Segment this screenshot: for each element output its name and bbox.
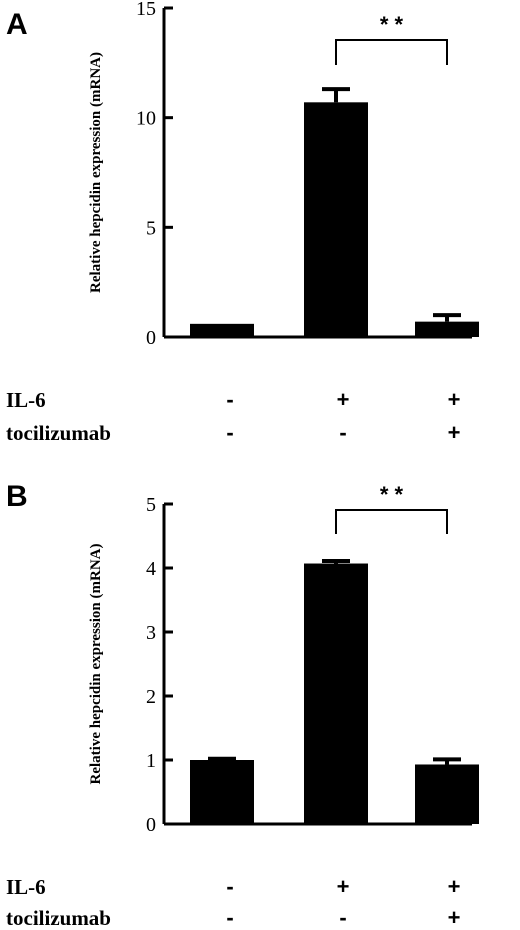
condition-sign: - [226, 905, 233, 930]
condition-label: tocilizumab [6, 906, 111, 930]
condition-label: IL-6 [6, 388, 46, 412]
condition-sign: + [448, 874, 461, 899]
condition-sign: + [448, 420, 461, 445]
condition-sign: - [226, 874, 233, 899]
panel-label: A [6, 8, 28, 41]
chart-panel-b: B Relative hepcidin expression (mRNA) 0 1 2 3… [0, 470, 520, 930]
bar [415, 321, 479, 337]
y-axis-label: Relative hepcidin expression (mRNA) [88, 544, 104, 785]
condition-label: IL-6 [6, 875, 46, 899]
y-tick-label: 1 [146, 750, 156, 772]
panel-label: B [6, 480, 28, 513]
bar-chart-b: B Relative hepcidin expression (mRNA) 0 1 2 3… [6, 480, 479, 930]
y-tick-label: 5 [146, 494, 156, 516]
condition-sign: - [226, 387, 233, 412]
bar [304, 563, 368, 824]
y-tick-label: 15 [136, 0, 156, 20]
significance-bracket [335, 39, 448, 65]
significance-label: * * [380, 482, 404, 507]
y-tick-label: 0 [146, 814, 156, 836]
significance-bracket [335, 509, 448, 534]
condition-sign: + [448, 905, 461, 930]
condition-label: tocilizumab [6, 421, 111, 445]
y-tick-label: 4 [146, 558, 156, 580]
y-tick-label: 3 [146, 622, 156, 644]
y-tick-label: 2 [146, 686, 156, 708]
y-tick-label: 0 [146, 327, 156, 349]
condition-sign: - [226, 420, 233, 445]
y-axis-label: Relative hepcidin expression (mRNA) [88, 52, 104, 293]
condition-sign: + [337, 874, 350, 899]
bar [190, 323, 254, 337]
condition-sign: + [337, 387, 350, 412]
bar [304, 102, 368, 338]
condition-sign: - [339, 905, 346, 930]
significance-label: * * [380, 12, 404, 37]
y-tick-label: 5 [146, 217, 156, 239]
condition-sign: - [339, 420, 346, 445]
y-tick-label: 10 [136, 108, 156, 130]
condition-sign: + [448, 387, 461, 412]
chart-panel-a: A Relative hepcidin expression (mRNA) 0 5 10… [0, 0, 520, 460]
bar [415, 764, 479, 824]
bar [190, 760, 254, 824]
bar-chart-a: A Relative hepcidin expression (mRNA) 0 5 10… [6, 0, 479, 445]
